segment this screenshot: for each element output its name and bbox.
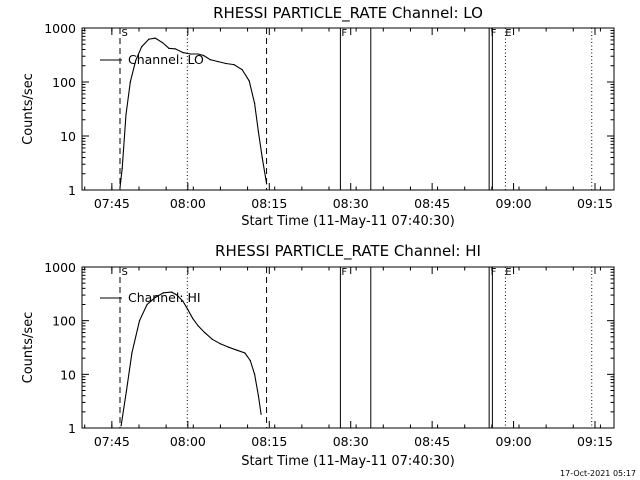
p1-data-point xyxy=(197,325,199,327)
p0-x-tick-label: 08:30 xyxy=(333,196,369,211)
p1-x-tick-label: 08:15 xyxy=(251,434,287,449)
p0-data-point xyxy=(233,64,235,66)
p0-marker-f2: F xyxy=(491,28,497,39)
p1-x-tick-label: 09:15 xyxy=(577,434,613,449)
p1-y-tick-label: 10 xyxy=(60,367,76,382)
p0-data-point xyxy=(265,183,268,185)
p1-x-tick-label: 09:00 xyxy=(496,434,532,449)
p1-data-point xyxy=(182,300,184,302)
p1-y-tick-label: 1 xyxy=(68,421,76,436)
p1-data-point xyxy=(254,373,256,375)
p1-data-point xyxy=(211,338,213,340)
p0-data-point xyxy=(241,68,243,71)
p0-y-tick-label: 1 xyxy=(68,183,76,198)
p0-x-tick-label: 08:45 xyxy=(414,196,450,211)
p1-x-axis-label: Start Time (11-May-11 07:40:30) xyxy=(241,454,455,469)
p0-x-tick-label: 07:45 xyxy=(94,196,130,211)
p1-data-point xyxy=(227,346,230,348)
footer-date: 17-Oct-2021 05:17 xyxy=(560,469,636,478)
p0-data-point xyxy=(189,53,192,55)
p0-data-point xyxy=(168,47,170,49)
p1-data-point xyxy=(120,425,122,427)
p0-data-point xyxy=(197,53,199,55)
p0-data-point xyxy=(217,60,219,63)
panel-lo: RHESSI PARTICLE_RATE Channel: LO 1 10 100 10… xyxy=(21,4,615,229)
p0-plot-frame xyxy=(81,27,615,191)
p1-y-axis-label: Counts/sec xyxy=(21,312,36,384)
p0-data-point xyxy=(254,102,256,105)
p1-x-tick-label: 07:45 xyxy=(94,434,130,449)
p0-marker-f1: F xyxy=(341,28,347,39)
p1-data-point xyxy=(138,320,141,322)
p0-data-point xyxy=(225,62,227,65)
p1-data-point xyxy=(154,296,156,299)
p0-data-point xyxy=(248,80,250,82)
p0-data-point xyxy=(154,37,156,39)
p0-data-point xyxy=(141,46,143,48)
p1-data-point xyxy=(244,352,246,354)
p0-data-point xyxy=(174,48,176,50)
p0-data-point xyxy=(135,59,137,62)
p0-y-tick-label: 10 xyxy=(60,129,76,144)
p1-data-point xyxy=(131,352,133,354)
p1-series-line xyxy=(120,291,262,426)
p1-x-tick-label: 08:00 xyxy=(170,434,206,449)
p0-x-tick-label: 09:00 xyxy=(496,196,532,211)
p0-x-tick-label: 09:15 xyxy=(577,196,613,211)
p0-x-tick-label: 08:15 xyxy=(251,196,287,211)
p0-data-point xyxy=(209,58,211,61)
p0-data-point xyxy=(125,113,127,116)
p1-data-point xyxy=(257,395,260,397)
p1-x-tick-label: 08:30 xyxy=(333,434,369,449)
p0-y-axis-label: Counts/sec xyxy=(21,73,36,145)
p0-y-tick-label: 100 xyxy=(52,75,76,90)
p0-data-point xyxy=(257,131,260,133)
p0-data-point xyxy=(203,54,205,57)
p1-data-point xyxy=(249,360,251,362)
p1-data-point xyxy=(176,294,178,296)
p0-data-point xyxy=(121,167,123,170)
p0-y-tick-label: 1000 xyxy=(44,21,76,36)
p1-data-point xyxy=(146,303,148,306)
p0-chart-title: RHESSI PARTICLE_RATE Channel: LO xyxy=(213,4,483,23)
p1-data-point xyxy=(162,292,165,294)
p1-data-point xyxy=(125,389,128,392)
p1-data-point xyxy=(192,317,194,320)
p0-data-point xyxy=(129,81,131,83)
p1-data-point xyxy=(219,343,222,345)
p1-data-point xyxy=(170,291,173,293)
p0-legend-label: Channel: LO xyxy=(128,52,204,67)
p1-data-point xyxy=(187,309,189,311)
p0-marker-s: S xyxy=(122,28,128,39)
p1-chart-title: RHESSI PARTICLE_RATE Channel: HI xyxy=(215,242,481,261)
p1-marker-f1: F xyxy=(341,267,347,278)
p0-data-point xyxy=(148,38,150,40)
p1-data-point xyxy=(236,349,238,351)
p1-data-point xyxy=(204,331,206,334)
p1-y-tick-label: 1000 xyxy=(44,260,76,275)
p0-data-point xyxy=(119,187,121,189)
p1-plot-frame xyxy=(81,266,615,429)
p1-marker-f2: F xyxy=(491,267,497,278)
p1-marker-e: E xyxy=(505,267,511,278)
p0-marker-e: E xyxy=(505,28,511,39)
p0-data-point xyxy=(162,42,164,44)
p1-data-point xyxy=(260,413,262,415)
panel-hi: RHESSI PARTICLE_RATE Channel: HI 1 10 100 10… xyxy=(21,242,615,469)
p1-y-tick-label: 100 xyxy=(52,314,76,329)
p1-marker-s: S xyxy=(122,267,128,278)
p0-x-axis-label: Start Time (11-May-11 07:40:30) xyxy=(241,214,455,229)
p0-x-tick-label: 08:00 xyxy=(170,196,206,211)
p1-x-tick-label: 08:45 xyxy=(414,434,450,449)
p0-data-point xyxy=(182,52,184,54)
p0-data-point xyxy=(261,156,263,159)
p1-legend-label: Channel: HI xyxy=(128,290,201,305)
